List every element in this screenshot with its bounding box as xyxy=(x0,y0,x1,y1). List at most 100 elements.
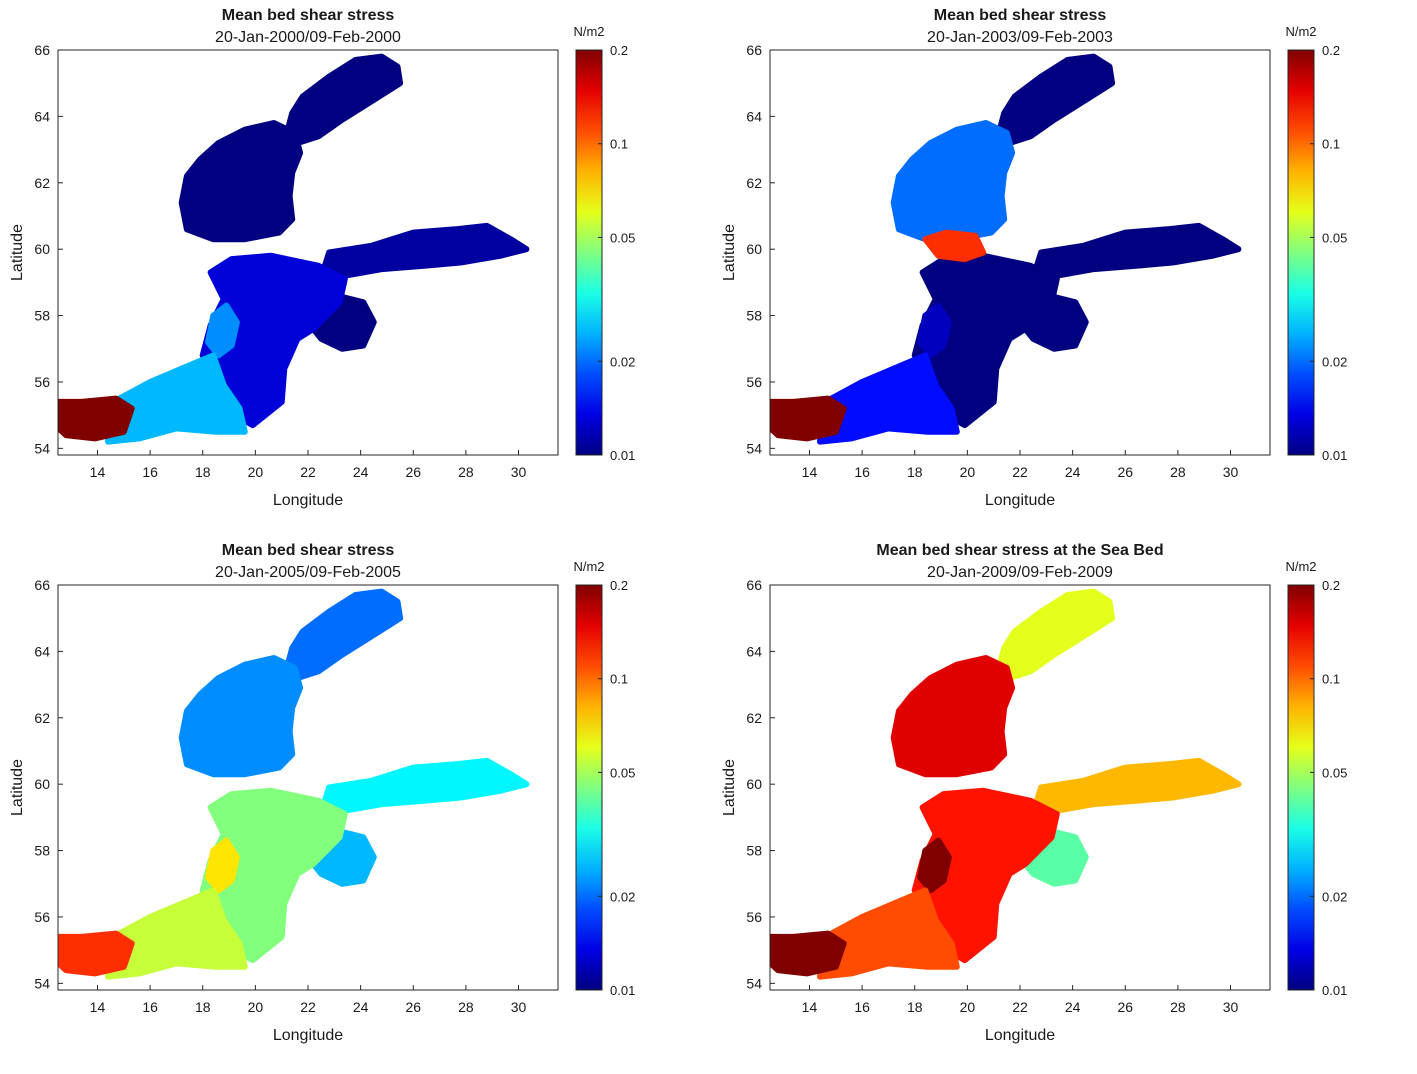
y-tick-label: 56 xyxy=(746,374,762,390)
colorbar-tick-label: 0.05 xyxy=(1322,230,1347,245)
y-tick-label: 66 xyxy=(746,42,762,58)
x-tick-label: 30 xyxy=(511,464,527,480)
y-axis-label: Latitude xyxy=(9,224,26,281)
chart-subtitle: 20-Jan-2005/09-Feb-2005 xyxy=(215,564,401,581)
colorbar-tick-label: 0.05 xyxy=(610,765,635,780)
region-gotland-flanks xyxy=(205,837,240,894)
x-tick-label: 20 xyxy=(248,464,264,480)
x-tick-label: 28 xyxy=(1170,464,1186,480)
colorbar-tick-label: 0.02 xyxy=(1322,354,1347,369)
chart-svg-4: Mean bed shear stress at the Sea Bed 20-J… xyxy=(721,542,1347,1044)
x-tick-label: 16 xyxy=(854,999,870,1015)
colorbar-tick-label: 0.2 xyxy=(1322,43,1340,58)
colorbar xyxy=(1287,584,1315,991)
x-axis-label: Longitude xyxy=(985,1027,1055,1044)
region-southern-baltic xyxy=(105,887,248,980)
colorbar-tick-label: 0.01 xyxy=(610,983,635,998)
x-tick-label: 22 xyxy=(1012,999,1028,1015)
x-tick-label: 22 xyxy=(300,464,316,480)
x-tick-label: 26 xyxy=(405,999,421,1015)
colorbar-tick-label: 0.2 xyxy=(1322,578,1340,593)
y-tick-label: 54 xyxy=(34,440,50,456)
colorbar-tick-label: 0.05 xyxy=(610,230,635,245)
colorbar-tick-label: 0.2 xyxy=(610,43,628,58)
chart-title: Mean bed shear stress xyxy=(222,542,395,559)
colorbar-tick-label: 0.1 xyxy=(610,137,628,152)
y-tick-label: 54 xyxy=(34,975,50,991)
x-tick-label: 14 xyxy=(90,464,106,480)
x-axis-label: Longitude xyxy=(273,1027,343,1044)
x-tick-label: 16 xyxy=(854,464,870,480)
x-tick-label: 24 xyxy=(1065,464,1081,480)
chart-subtitle: 20-Jan-2009/09-Feb-2009 xyxy=(927,564,1113,581)
x-tick-label: 30 xyxy=(1223,999,1239,1015)
x-tick-label: 20 xyxy=(960,464,976,480)
y-tick-label: 54 xyxy=(746,975,762,991)
region-central-baltic xyxy=(199,787,348,964)
colorbar-tick-label: 0.05 xyxy=(1322,765,1347,780)
region-southern-baltic xyxy=(105,352,248,445)
x-tick-label: 18 xyxy=(907,999,923,1015)
colorbar-label: N/m2 xyxy=(573,24,604,39)
x-tick-label: 28 xyxy=(458,464,474,480)
x-tick-label: 30 xyxy=(1223,464,1239,480)
region-gulf-of-finland xyxy=(320,757,530,814)
y-axis-label: Latitude xyxy=(721,759,738,816)
colorbar-tick-label: 0.02 xyxy=(610,889,635,904)
colorbar-tick-label: 0.1 xyxy=(1322,672,1340,687)
region-central-baltic xyxy=(911,787,1060,964)
chart-panel-4: Mean bed shear stress at the Sea Bed 20-J… xyxy=(712,535,1417,1069)
region-aland-sea xyxy=(922,229,987,263)
x-axis-label: Longitude xyxy=(273,492,343,509)
region-bothnian-sea xyxy=(178,655,304,778)
x-tick-label: 24 xyxy=(1065,999,1081,1015)
y-axis-label: Latitude xyxy=(9,759,26,816)
x-tick-label: 22 xyxy=(300,999,316,1015)
region-bothnian-bay xyxy=(995,53,1116,146)
y-tick-label: 62 xyxy=(746,710,762,726)
colorbar-tick-label: 0.1 xyxy=(1322,137,1340,152)
region-gulf-of-finland xyxy=(1032,222,1242,279)
chart-svg-3: Mean bed shear stress 20-Jan-2005/09-Feb-… xyxy=(9,542,635,1044)
colorbar-tick-label: 0.01 xyxy=(1322,448,1347,463)
region-western-baltic-straits xyxy=(770,395,847,442)
colorbar-tick-label: 0.02 xyxy=(1322,889,1347,904)
colorbar-tick-label: 0.2 xyxy=(610,578,628,593)
y-tick-label: 54 xyxy=(746,440,762,456)
chart-panel-2: Mean bed shear stress 20-Jan-2003/09-Feb-… xyxy=(712,0,1417,525)
x-tick-label: 22 xyxy=(1012,464,1028,480)
x-tick-label: 14 xyxy=(802,464,818,480)
region-western-baltic-straits xyxy=(58,930,135,977)
colorbar-label: N/m2 xyxy=(1285,24,1316,39)
y-tick-label: 62 xyxy=(746,175,762,191)
y-tick-label: 62 xyxy=(34,710,50,726)
colorbar xyxy=(575,584,603,991)
chart-subtitle: 20-Jan-2003/09-Feb-2003 xyxy=(927,29,1113,46)
y-tick-label: 64 xyxy=(746,643,762,659)
y-tick-label: 66 xyxy=(746,577,762,593)
y-axis-label: Latitude xyxy=(721,224,738,281)
x-tick-label: 28 xyxy=(458,999,474,1015)
colorbar xyxy=(1287,49,1315,456)
region-gotland-flanks xyxy=(917,302,952,359)
y-tick-label: 60 xyxy=(34,776,50,792)
x-tick-label: 16 xyxy=(142,464,158,480)
x-tick-label: 18 xyxy=(195,464,211,480)
region-gotland-flanks xyxy=(205,302,240,359)
y-tick-label: 58 xyxy=(746,308,762,324)
x-tick-label: 18 xyxy=(907,464,923,480)
colorbar-tick-label: 0.01 xyxy=(610,448,635,463)
x-tick-label: 26 xyxy=(405,464,421,480)
region-bothnian-bay xyxy=(995,588,1116,681)
chart-panel-1: Mean bed shear stress 20-Jan-2000/09-Feb-… xyxy=(0,0,705,525)
y-tick-label: 66 xyxy=(34,42,50,58)
y-tick-label: 58 xyxy=(34,843,50,859)
region-bothnian-sea xyxy=(890,655,1016,778)
chart-svg-1: Mean bed shear stress 20-Jan-2000/09-Feb-… xyxy=(9,7,635,509)
chart-svg-2: Mean bed shear stress 20-Jan-2003/09-Feb-… xyxy=(721,7,1347,509)
y-tick-label: 66 xyxy=(34,577,50,593)
x-axis-label: Longitude xyxy=(985,492,1055,509)
region-bothnian-bay xyxy=(283,588,404,681)
chart-panel-3: Mean bed shear stress 20-Jan-2005/09-Feb-… xyxy=(0,535,705,1069)
